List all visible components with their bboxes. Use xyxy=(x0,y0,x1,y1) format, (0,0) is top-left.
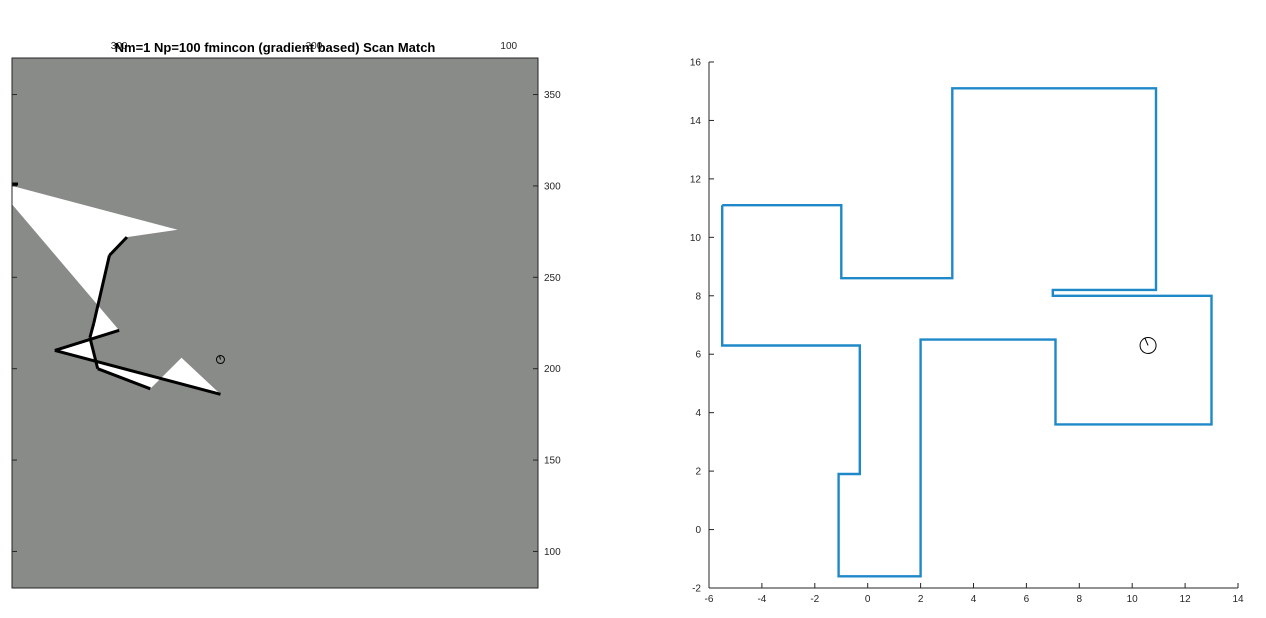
unknown-region-background xyxy=(12,58,538,588)
obstacle-walls xyxy=(12,182,221,396)
x-tick-label: -6 xyxy=(705,594,714,605)
map-title: Nm=1 Np=100 fmincon (gradient based) Sca… xyxy=(115,40,436,55)
obstacle-wall-segment xyxy=(54,348,221,396)
right-tick-labels: 350 300 250 200 150 100 xyxy=(12,90,561,558)
occupancy-map-panel: 300 200 100 350 300 250 200 150 100 Nm=1 Np=100… xyxy=(11,40,561,589)
right-tick-label: 200 xyxy=(544,364,561,375)
x-tick-label: 10 xyxy=(1127,594,1139,605)
y-tick-label: 12 xyxy=(690,174,702,185)
right-tick-label: 350 xyxy=(544,90,561,101)
obstacle-wall-segment xyxy=(88,322,96,339)
robot-heading xyxy=(218,355,221,360)
obstacle-wall-segment xyxy=(97,367,151,391)
x-tick-label: 4 xyxy=(971,594,977,605)
robot-pose-marker xyxy=(215,355,225,365)
top-tick-label: 200 xyxy=(306,41,323,52)
right-tick-label: 300 xyxy=(544,181,561,192)
y-tick-label: 8 xyxy=(695,291,701,302)
x-tick-label: 14 xyxy=(1232,594,1244,605)
obstacle-wall-segment xyxy=(92,255,111,324)
top-tick-labels: 300 200 100 xyxy=(111,41,518,52)
trajectory-plot-panel: -6 -4 -2 0 2 4 6 8 10 12 14 -2 0 2 4 6 8 10 12 14 16 xyxy=(690,58,1244,606)
robot-heading xyxy=(1144,338,1149,346)
y-tick-label: 6 xyxy=(695,350,701,361)
x-tick-label: 8 xyxy=(1077,594,1083,605)
robot-pose-marker xyxy=(1139,336,1157,354)
y-tick-label: -2 xyxy=(692,584,701,595)
top-tick-label: 300 xyxy=(111,41,128,52)
right-tick-label: 100 xyxy=(544,547,561,558)
y-tick-label: 14 xyxy=(690,116,702,127)
y-tick-label: 16 xyxy=(690,58,702,69)
y-tick-label: 0 xyxy=(695,525,701,536)
y-tick-labels: -2 0 2 4 6 8 10 12 14 16 xyxy=(690,58,714,595)
y-tick-label: 10 xyxy=(690,233,702,244)
series-line xyxy=(721,87,1213,578)
map-axes-box xyxy=(11,57,539,589)
right-tick-label: 250 xyxy=(544,273,561,284)
free-space-region xyxy=(12,185,221,395)
x-tick-labels: -6 -4 -2 0 2 4 6 8 10 12 14 xyxy=(705,583,1244,605)
obstacle-wall-segment xyxy=(54,328,120,352)
obstacle-wall-segment xyxy=(88,337,100,370)
x-tick-label: 12 xyxy=(1180,594,1192,605)
top-tick-label: 100 xyxy=(500,41,517,52)
obstacle-wall-segment xyxy=(108,236,129,257)
right-tick-label: 150 xyxy=(544,456,561,467)
y-tick-label: 4 xyxy=(695,408,701,419)
x-tick-label: 0 xyxy=(865,594,871,605)
x-tick-label: 6 xyxy=(1024,594,1030,605)
robot-circle xyxy=(215,355,225,365)
x-tick-label: -2 xyxy=(810,594,819,605)
y-tick-label: 2 xyxy=(695,467,701,478)
robot-circle xyxy=(1139,336,1157,354)
x-tick-label: 2 xyxy=(918,594,924,605)
x-tick-label: -4 xyxy=(757,594,766,605)
